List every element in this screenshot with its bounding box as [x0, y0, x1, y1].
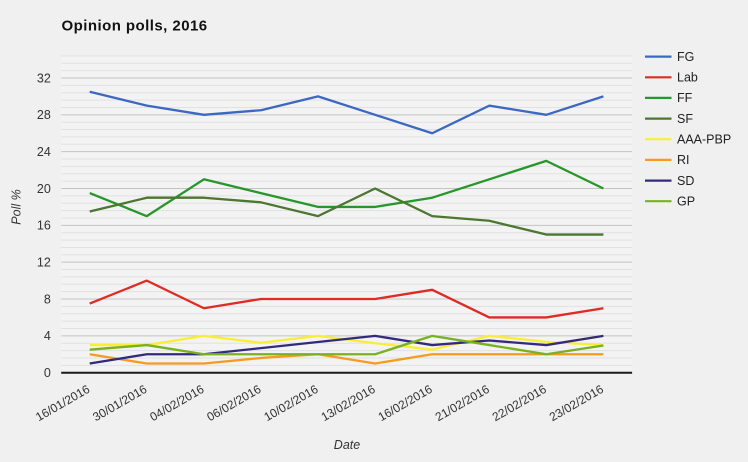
svg-text:32: 32: [37, 71, 51, 85]
svg-text:FF: FF: [677, 91, 693, 105]
svg-text:FG: FG: [677, 50, 694, 64]
svg-text:0: 0: [44, 366, 51, 380]
svg-text:20: 20: [37, 182, 51, 196]
svg-text:16: 16: [37, 219, 51, 233]
svg-text:SD: SD: [677, 174, 694, 188]
svg-text:24: 24: [37, 145, 51, 159]
svg-text:Poll %: Poll %: [10, 189, 24, 224]
svg-text:Date: Date: [334, 438, 360, 452]
svg-text:28: 28: [37, 108, 51, 122]
svg-text:8: 8: [44, 292, 51, 306]
svg-text:12: 12: [37, 255, 51, 269]
svg-text:Opinion polls, 2016: Opinion polls, 2016: [62, 18, 208, 35]
svg-text:Lab: Lab: [677, 71, 698, 85]
svg-text:AAA-PBP: AAA-PBP: [677, 133, 731, 147]
svg-text:SF: SF: [677, 112, 693, 126]
svg-text:4: 4: [44, 329, 51, 343]
svg-text:GP: GP: [677, 195, 695, 209]
svg-text:RI: RI: [677, 153, 690, 167]
